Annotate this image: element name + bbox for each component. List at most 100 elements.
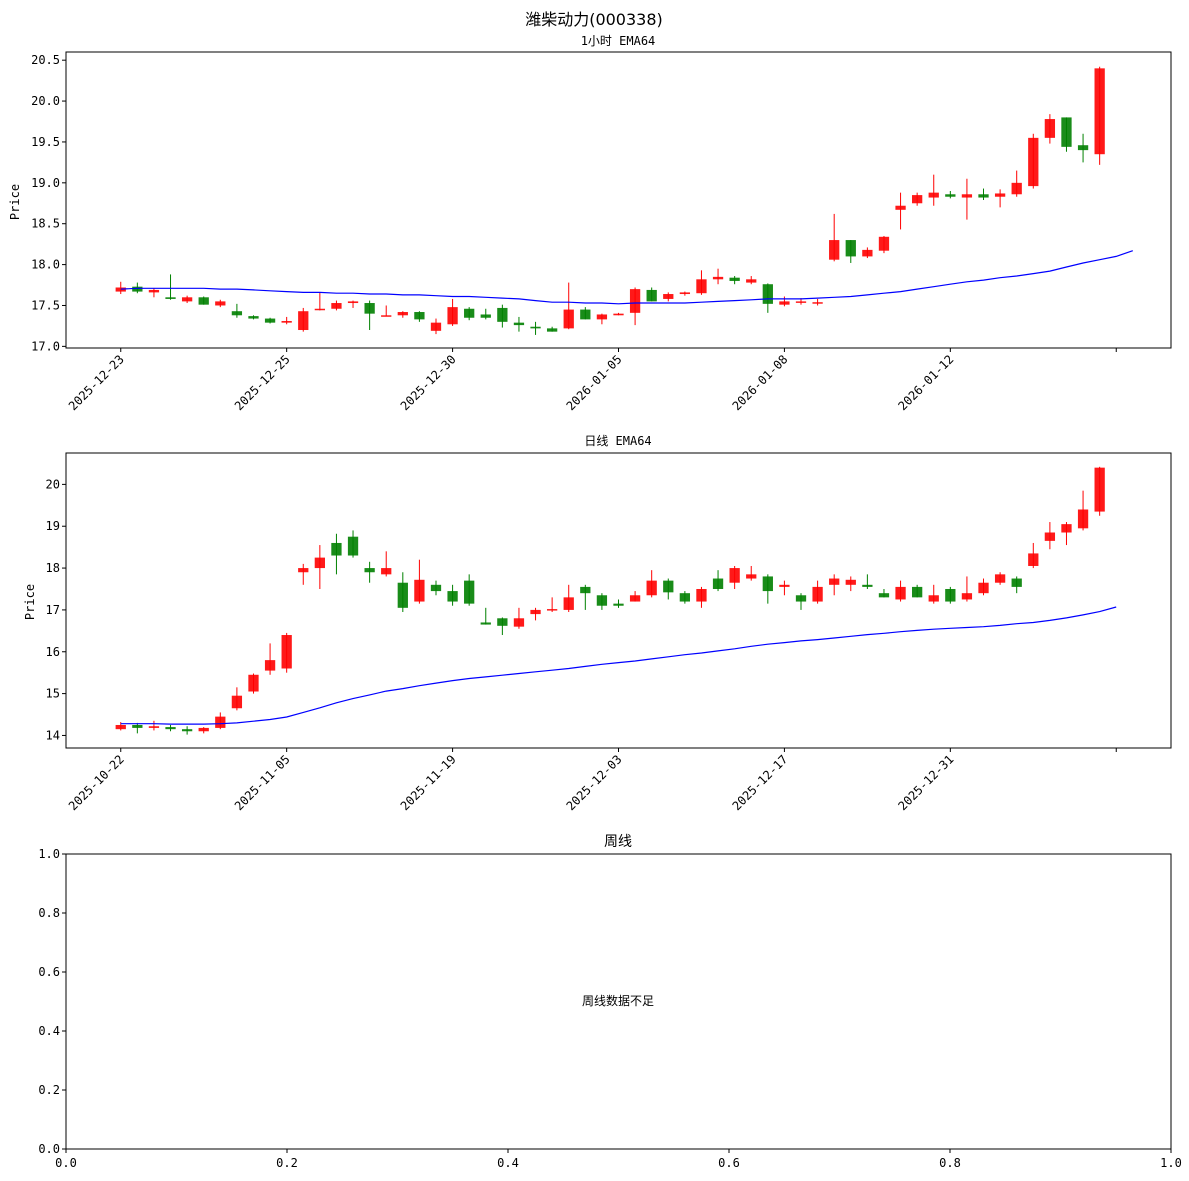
candle-body (115, 287, 126, 292)
candle (629, 287, 641, 326)
candle-body (381, 315, 392, 317)
candle (331, 300, 342, 311)
candle-body (281, 635, 292, 669)
candle-body (1044, 532, 1056, 541)
candle (314, 545, 325, 589)
candle (912, 584, 923, 598)
candle (414, 559, 425, 604)
candle-body (464, 308, 475, 318)
y-tick-label: 19.5 (31, 135, 60, 149)
candle-body (231, 311, 243, 316)
candle-body (712, 578, 724, 589)
candle-body (513, 322, 525, 326)
candle (513, 316, 525, 332)
candle (912, 192, 923, 206)
y-tick-label: 14 (46, 728, 60, 742)
candle-body (878, 236, 890, 251)
panel-daily-title: 日线 EMA64 (584, 434, 651, 448)
candle (845, 576, 856, 592)
candle (215, 299, 226, 308)
candle-body (364, 303, 375, 314)
candle-body (912, 586, 923, 598)
candle-body (1028, 553, 1039, 566)
candle-body (1061, 524, 1072, 533)
x-tick-label: 1.0 (1160, 1156, 1182, 1170)
candle-body (961, 593, 973, 600)
candle (895, 192, 906, 230)
candle-body (945, 588, 956, 602)
panel-hourly-title: 1小时 EMA64 (581, 34, 656, 48)
candle-body (762, 284, 773, 304)
candle (347, 530, 359, 558)
y-tick-label: 0.6 (38, 965, 60, 979)
ema-line (120, 606, 1117, 725)
candle-body (497, 307, 508, 322)
candle (945, 191, 956, 199)
candle-body (663, 580, 674, 593)
candle-body (729, 277, 740, 281)
candle-body (414, 579, 425, 602)
candle (1044, 114, 1056, 144)
x-tick-label: 0.0 (55, 1156, 77, 1170)
candle (364, 561, 375, 583)
candle (1044, 522, 1056, 550)
candle (198, 727, 209, 734)
candle (281, 316, 292, 325)
candle (148, 288, 160, 298)
candle (364, 300, 375, 331)
candle (298, 563, 309, 585)
candle (878, 588, 890, 598)
candle-body (629, 595, 641, 602)
candle-body (696, 279, 707, 294)
candle-body (829, 240, 840, 260)
candle (480, 607, 491, 625)
candle-body (480, 622, 491, 625)
candle-body (397, 312, 408, 316)
y-tick-label: 20.0 (31, 94, 60, 108)
candle (298, 307, 309, 332)
candle-body (546, 609, 558, 611)
candle-body (845, 240, 856, 257)
candle-body (264, 660, 276, 671)
candle (1094, 66, 1105, 165)
candle-body (829, 578, 840, 585)
candle-body (347, 301, 359, 304)
candle-body (148, 726, 160, 728)
candle (530, 607, 541, 621)
candle (331, 533, 342, 575)
candle-body (513, 618, 525, 627)
candle (613, 599, 624, 608)
candle (530, 321, 541, 335)
candle-body (264, 318, 276, 323)
candle (729, 565, 740, 589)
candle-body (414, 312, 425, 320)
candle-body (928, 192, 939, 198)
candle (264, 643, 276, 675)
candle-body (712, 276, 724, 280)
candle-body (1077, 145, 1089, 151)
panel-daily-plot (115, 466, 1117, 735)
candle (613, 312, 624, 316)
candle-body (215, 716, 226, 728)
candle (762, 574, 773, 604)
candle-body (945, 194, 956, 197)
candle-body (1011, 182, 1022, 195)
candle-body (862, 584, 873, 587)
y-tick-label: 18.5 (31, 217, 60, 231)
candle (829, 574, 840, 596)
candle (563, 584, 574, 613)
candle (231, 303, 243, 318)
candle (878, 235, 890, 254)
candle-body (447, 591, 458, 602)
candle (563, 282, 574, 330)
candle (696, 586, 707, 608)
candle-body (181, 729, 193, 732)
candle-body (629, 289, 641, 313)
y-tick-label: 20.5 (31, 53, 60, 67)
y-tick-label: 18 (46, 561, 60, 575)
y-tick-label: 16 (46, 645, 60, 659)
candle (779, 580, 790, 596)
figure-title: 潍柴动力(000338) (525, 10, 663, 29)
candle-body (679, 292, 691, 295)
candle (347, 300, 359, 308)
